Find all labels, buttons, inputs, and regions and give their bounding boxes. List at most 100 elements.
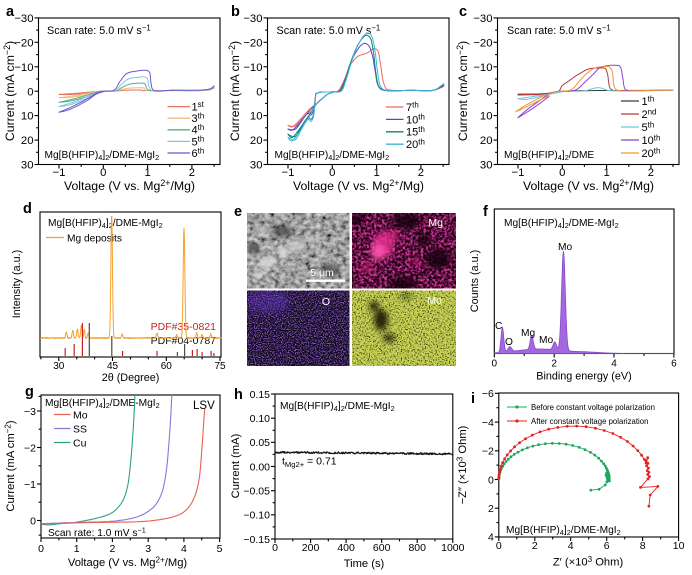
svg-text:a: a: [6, 4, 15, 20]
svg-text:−6: −6: [482, 388, 494, 400]
svg-text:Mg[B(HFIP)4]2/DME: Mg[B(HFIP)4]2/DME: [504, 150, 594, 162]
svg-text:LSV: LSV: [193, 400, 215, 412]
svg-text:2θ (Degree): 2θ (Degree): [102, 372, 160, 384]
svg-text:PDF#04-0787: PDF#04-0787: [151, 335, 217, 347]
svg-text:0.10: 0.10: [250, 413, 271, 425]
svg-text:Voltage (V vs. Mg2+/Mg): Voltage (V vs. Mg2+/Mg): [293, 178, 424, 193]
svg-text:10: 10: [250, 111, 263, 123]
svg-text:4: 4: [181, 543, 187, 555]
svg-text:2: 2: [418, 167, 424, 179]
svg-text:2: 2: [648, 167, 654, 179]
svg-text:−0.15: −0.15: [243, 534, 270, 546]
svg-text:0: 0: [27, 86, 33, 98]
svg-text:5 μm: 5 μm: [310, 267, 334, 279]
svg-text:−20: −20: [14, 37, 33, 49]
svg-text:2nd: 2nd: [642, 107, 657, 121]
svg-text:1: 1: [144, 167, 150, 179]
svg-text:−30: −30: [243, 13, 262, 25]
svg-text:10th: 10th: [406, 113, 425, 127]
svg-text:0: 0: [496, 540, 502, 552]
svg-text:Mo: Mo: [539, 335, 553, 346]
svg-text:−Z″ (×103 Ohm): −Z″ (×103 Ohm): [455, 425, 469, 504]
svg-text:−1: −1: [512, 167, 525, 179]
svg-text:Z′ (×103 Ohm): Z′ (×103 Ohm): [553, 555, 624, 569]
svg-text:Mg deposits: Mg deposits: [67, 233, 122, 244]
svg-text:Current (mA cm−2): Current (mA cm−2): [227, 41, 242, 141]
svg-text:600: 600: [373, 542, 391, 554]
svg-text:Mo: Mo: [558, 242, 572, 253]
svg-text:Mg[B(HFIP)4]2/DME-MgI2: Mg[B(HFIP)4]2/DME-MgI2: [506, 525, 621, 537]
svg-text:−0.10: −0.10: [243, 510, 270, 522]
svg-text:800: 800: [408, 542, 426, 554]
svg-text:1: 1: [603, 167, 609, 179]
svg-text:6: 6: [671, 359, 677, 370]
svg-text:Time (s): Time (s): [344, 558, 385, 570]
svg-text:Voltage (V vs. Mg2+/Mg): Voltage (V vs. Mg2+/Mg): [523, 178, 654, 193]
svg-text:e: e: [234, 204, 242, 220]
svg-text:5: 5: [217, 543, 223, 555]
svg-text:Mg[B(HFIP)4]2/DME-MgI2: Mg[B(HFIP)4]2/DME-MgI2: [45, 150, 160, 162]
svg-text:Current (mA cm−2): Current (mA cm−2): [3, 420, 17, 512]
svg-text:0: 0: [488, 474, 494, 486]
svg-text:10: 10: [480, 111, 493, 123]
svg-text:30: 30: [53, 361, 65, 372]
svg-text:1st: 1st: [192, 100, 205, 114]
svg-text:O: O: [505, 337, 513, 348]
svg-text:Scan rate: 1.0 mV s−1: Scan rate: 1.0 mV s−1: [48, 526, 146, 539]
svg-text:−10: −10: [243, 62, 262, 74]
svg-text:PDF#35-0821: PDF#35-0821: [151, 321, 217, 333]
svg-text:Before constant voltage polari: Before constant voltage polarization: [531, 403, 655, 412]
svg-text:Mg[B(HFIP)4]2/DME-MgI2: Mg[B(HFIP)4]2/DME-MgI2: [504, 218, 619, 230]
svg-text:5th: 5th: [192, 135, 205, 149]
svg-text:20th: 20th: [406, 138, 425, 152]
svg-text:20: 20: [250, 135, 263, 147]
svg-text:Binding energy (eV): Binding energy (eV): [536, 371, 631, 383]
svg-text:1: 1: [373, 167, 379, 179]
svg-text:0.00: 0.00: [250, 461, 271, 473]
svg-text:5th: 5th: [642, 120, 655, 134]
svg-text:Cu: Cu: [73, 437, 87, 449]
svg-text:f: f: [483, 204, 488, 220]
svg-text:200: 200: [302, 542, 320, 554]
svg-text:c: c: [459, 4, 467, 20]
svg-text:0: 0: [492, 359, 498, 370]
svg-text:−1: −1: [282, 167, 295, 179]
svg-text:20: 20: [480, 135, 493, 147]
svg-text:Mg[B(HFIP)4]2/DME-MgI2: Mg[B(HFIP)4]2/DME-MgI2: [275, 150, 390, 162]
svg-text:0.15: 0.15: [250, 389, 271, 401]
svg-text:1: 1: [74, 543, 80, 555]
svg-text:Scan rate: 5.0 mV s−1: Scan rate: 5.0 mV s−1: [507, 23, 611, 37]
svg-text:−30: −30: [473, 13, 492, 25]
svg-text:Current (mA cm−2): Current (mA cm−2): [455, 41, 470, 141]
svg-text:−30: −30: [14, 13, 33, 25]
svg-text:75: 75: [214, 361, 226, 372]
svg-text:2: 2: [189, 167, 195, 179]
svg-text:1th: 1th: [642, 94, 655, 108]
svg-text:0: 0: [486, 86, 492, 98]
svg-text:4: 4: [611, 359, 617, 370]
svg-text:20th: 20th: [642, 146, 661, 160]
svg-text:−2: −2: [24, 442, 36, 454]
svg-text:Mg[B(HFIP)4]2/DME-MgI2: Mg[B(HFIP)4]2/DME-MgI2: [45, 398, 160, 410]
svg-text:45: 45: [107, 361, 119, 372]
svg-text:10: 10: [21, 111, 34, 123]
svg-text:−3: −3: [24, 406, 36, 418]
svg-text:8: 8: [640, 540, 646, 552]
svg-text:7th: 7th: [406, 100, 419, 114]
svg-text:10: 10: [673, 540, 685, 552]
svg-text:0: 0: [559, 167, 565, 179]
svg-text:Mg[B(HFIP)4]2/DME-MgI2: Mg[B(HFIP)4]2/DME-MgI2: [48, 218, 163, 230]
svg-text:Mo: Mo: [427, 295, 442, 307]
svg-text:4th: 4th: [192, 123, 205, 137]
svg-text:d: d: [23, 201, 32, 217]
svg-text:Voltage (V vs. Mg2+/Mg): Voltage (V vs. Mg2+/Mg): [68, 555, 188, 569]
svg-text:15th: 15th: [406, 125, 425, 139]
svg-text:−4: −4: [482, 417, 494, 429]
svg-text:2: 2: [110, 543, 116, 555]
svg-text:2: 2: [532, 540, 538, 552]
svg-text:After constant voltage polariz: After constant voltage polarization: [531, 417, 648, 426]
svg-text:Mo: Mo: [73, 409, 88, 421]
svg-text:b: b: [231, 4, 240, 20]
svg-text:Mg: Mg: [428, 217, 443, 229]
svg-text:i: i: [471, 391, 475, 407]
